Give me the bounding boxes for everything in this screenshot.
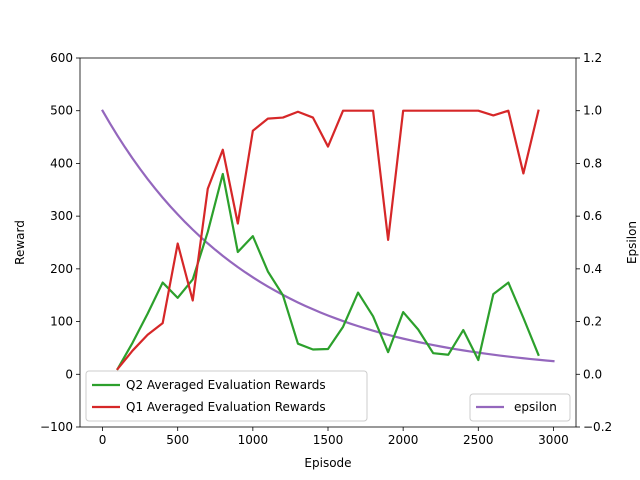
y-left-tick-label: 600 <box>50 51 73 65</box>
y-left-tick-label: 300 <box>50 209 73 223</box>
x-tick-label: 2500 <box>463 433 494 447</box>
y-left-tick-label: 100 <box>50 315 73 329</box>
legend-rewards: Q2 Averaged Evaluation Rewards Q1 Averag… <box>85 370 368 422</box>
y-left-tick-label: 400 <box>50 156 73 170</box>
y-left-tick-label: 500 <box>50 104 73 118</box>
y-right-tick-label: 0.8 <box>583 156 602 170</box>
legend-label-epsilon: epsilon <box>514 400 557 414</box>
x-tick-label: 3000 <box>538 433 569 447</box>
y-left-tick-label: 200 <box>50 262 73 276</box>
series-line-epsilon <box>101 109 555 363</box>
legend-label-q2: Q2 Averaged Evaluation Rewards <box>126 378 326 392</box>
y-right-tick-label: 0.6 <box>583 209 602 223</box>
y-right-tick-label: 0.2 <box>583 315 602 329</box>
x-tick-label: 2000 <box>388 433 419 447</box>
y-axis-right-label: Epsilon <box>625 221 639 264</box>
legend-epsilon: epsilon <box>469 393 571 422</box>
y-left-tick-label: −100 <box>40 420 73 434</box>
x-tick-label: 1500 <box>313 433 344 447</box>
y-right-tick-label: −0.2 <box>583 420 612 434</box>
x-tick-label: 0 <box>99 433 107 447</box>
legend-rewards-box <box>85 370 368 422</box>
ticks-layer: 0 500 1000 1500 2000 2500 3000 −100 0 100 200 300 40… <box>40 51 612 447</box>
y-right-tick-label: 1.0 <box>583 104 602 118</box>
y-right-tick-label: 0.4 <box>583 262 602 276</box>
x-axis-label: Episode <box>304 456 351 470</box>
y-right-tick-label: 1.2 <box>583 51 602 65</box>
series-line-q2-averaged-evaluation-rewards <box>116 172 540 371</box>
x-tick-label: 1000 <box>238 433 269 447</box>
x-tick-label: 500 <box>166 433 189 447</box>
y-left-tick-label: 0 <box>65 367 73 381</box>
legend-label-q1: Q1 Averaged Evaluation Rewards <box>126 400 326 414</box>
series-layer <box>101 109 555 371</box>
legend-epsilon-box <box>469 393 571 422</box>
y-axis-left-label: Reward <box>13 220 27 265</box>
y-right-tick-label: 0.0 <box>583 367 602 381</box>
series-line-q1-averaged-evaluation-rewards <box>116 109 540 371</box>
